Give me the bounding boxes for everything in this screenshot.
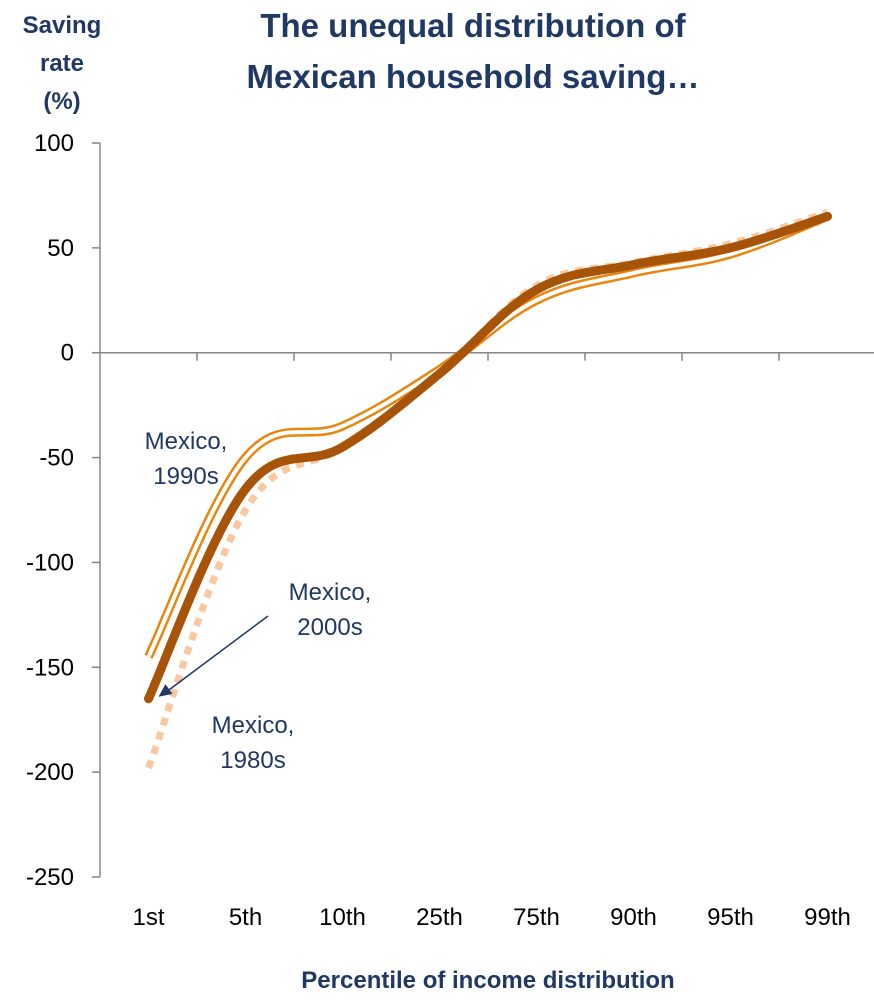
series-line-mexico-1990s-inner bbox=[146, 214, 829, 658]
axes bbox=[92, 142, 874, 878]
annotation-1980s-line-1: Mexico, bbox=[212, 712, 295, 739]
x-tick-label: 75th bbox=[513, 904, 560, 931]
chart-title-line-1: The unequal distribution of bbox=[260, 7, 686, 44]
x-tick-label: 95th bbox=[707, 904, 754, 931]
annotation-2000s-line-1: Mexico, bbox=[289, 579, 372, 606]
x-tick-label: 90th bbox=[610, 904, 657, 931]
annotation-1980s-line-2: 1980s bbox=[220, 747, 285, 774]
series-line-mexico-1990s bbox=[144, 212, 830, 659]
series-line-mexico-1980s bbox=[145, 208, 829, 770]
y-tick-label: -50 bbox=[39, 445, 74, 472]
x-tick-label: 10th bbox=[319, 904, 366, 931]
y-axis-label-line-1: Saving bbox=[23, 12, 102, 39]
annotation-arrow-line bbox=[166, 615, 269, 693]
series-line-mexico-2000s bbox=[144, 211, 832, 704]
y-tick-label: 50 bbox=[47, 235, 74, 262]
annotation-2000s-line-2: 2000s bbox=[297, 614, 362, 641]
annotation-arrow-head bbox=[158, 684, 173, 697]
x-tick-label: 25th bbox=[416, 904, 463, 931]
y-axis-label-line-3: (%) bbox=[43, 88, 80, 115]
annotation-1990s-line-1: Mexico, bbox=[145, 428, 228, 455]
series-line-mexico-1990s-outer bbox=[144, 212, 830, 659]
x-axis-label: Percentile of income distribution bbox=[301, 967, 674, 994]
y-tick-labels: 100 50 0 -50 -100 -150 -200 -250 bbox=[26, 130, 74, 891]
chart-title-line-2: Mexican household saving… bbox=[247, 58, 700, 95]
y-tick-label: -200 bbox=[26, 759, 74, 786]
y-tick-label: -250 bbox=[26, 864, 74, 891]
x-tick-label: 5th bbox=[229, 904, 262, 931]
y-tick-label: 0 bbox=[61, 340, 74, 367]
annotation-arrow bbox=[158, 615, 269, 697]
x-tick-label: 99th bbox=[804, 904, 851, 931]
y-tick-label: 100 bbox=[34, 130, 74, 157]
y-tick-label: -150 bbox=[26, 654, 74, 681]
annotation-1990s-line-2: 1990s bbox=[153, 463, 218, 490]
series-lines bbox=[144, 208, 832, 770]
y-tick-label: -100 bbox=[26, 549, 74, 576]
x-tick-label: 1st bbox=[132, 904, 164, 931]
y-axis-label-line-2: rate bbox=[40, 50, 84, 77]
annotations: Mexico, 1990s Mexico, 2000s Mexico, 1980… bbox=[145, 428, 372, 774]
x-tick-labels: 1st 5th 10th 25th 75th 90th 95th 99th bbox=[132, 904, 850, 931]
